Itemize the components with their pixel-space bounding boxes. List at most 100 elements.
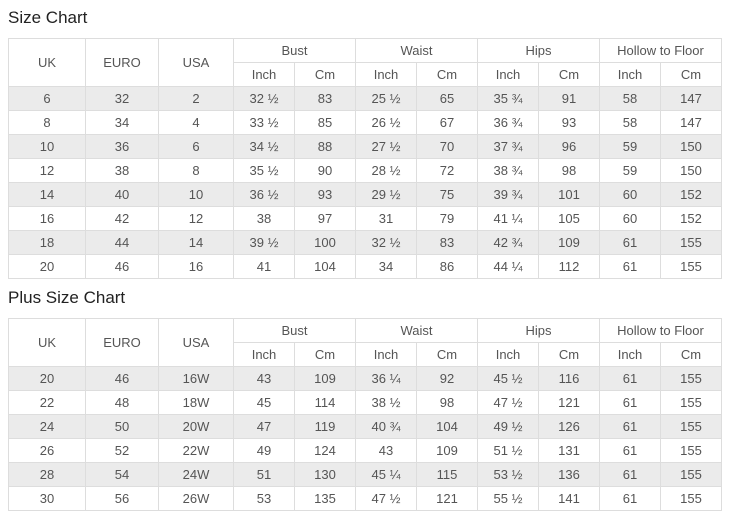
table-cell: 28 ½ [355, 158, 417, 183]
table-cell: 88 [294, 134, 356, 159]
table-row: 16 42 12 38 97 31 79 41 ¼ 105 60 152 [8, 206, 722, 231]
table-cell: 49 [233, 438, 295, 463]
table-cell: 36 [85, 134, 159, 159]
table-cell: 60 [599, 182, 661, 207]
table-cell: 72 [416, 158, 478, 183]
table-cell: 60 [599, 206, 661, 231]
table-cell: 43 [355, 438, 417, 463]
col-header-bust: Bust [233, 38, 356, 63]
col-header-hollow-inch: Inch [599, 342, 661, 367]
table-cell: 38 [233, 206, 295, 231]
col-header-bust: Bust [233, 318, 356, 343]
col-header-bust-cm: Cm [294, 342, 356, 367]
table-cell: 52 [85, 438, 159, 463]
col-header-waist-cm: Cm [416, 62, 478, 87]
table-cell: 98 [538, 158, 600, 183]
table-cell: 16W [158, 366, 234, 391]
table-cell: 46 [85, 366, 159, 391]
table-cell: 67 [416, 110, 478, 135]
table-cell: 135 [294, 486, 356, 511]
table-cell: 51 ½ [477, 438, 539, 463]
col-header-hips-inch: Inch [477, 62, 539, 87]
table-cell: 61 [599, 254, 661, 279]
table-cell: 53 [233, 486, 295, 511]
table-cell: 104 [294, 254, 356, 279]
table-cell: 93 [294, 182, 356, 207]
table-cell: 147 [660, 86, 722, 111]
table-cell: 37 ¾ [477, 134, 539, 159]
table-header-group-row: UK EURO USA Bust Waist Hips Hollow to Fl… [8, 38, 722, 87]
size-chart-body: 6 32 2 32 ½ 83 25 ½ 65 35 ¾ 91 58 147 8 34 4 33 ½ 85 26 … [8, 86, 722, 279]
col-header-waist: Waist [355, 318, 478, 343]
table-cell: 126 [538, 414, 600, 439]
table-cell: 155 [660, 462, 722, 487]
table-cell: 36 ¾ [477, 110, 539, 135]
table-cell: 100 [294, 230, 356, 255]
table-header-unit-row: Inch Cm Inch Cm Inch Cm Inch Cm [9, 342, 722, 367]
table-cell: 115 [416, 462, 478, 487]
table-cell: 58 [599, 110, 661, 135]
table-cell: 155 [660, 366, 722, 391]
table-cell: 24 [8, 414, 86, 439]
table-cell: 20 [8, 366, 86, 391]
table-cell: 36 ½ [233, 182, 295, 207]
col-header-hollow-to-floor: Hollow to Floor [599, 318, 722, 343]
table-cell: 121 [416, 486, 478, 511]
col-header-waist-inch: Inch [355, 62, 417, 87]
col-header-waist-cm: Cm [416, 342, 478, 367]
table-cell: 27 ½ [355, 134, 417, 159]
col-header-bust-cm: Cm [294, 62, 356, 87]
table-cell: 22 [8, 390, 86, 415]
col-header-usa: USA [158, 38, 234, 87]
table-cell: 86 [416, 254, 478, 279]
table-cell: 39 ½ [233, 230, 295, 255]
table-cell: 10 [8, 134, 86, 159]
table-row: 22 48 18W 45 114 38 ½ 98 47 ½ 121 61 155 [8, 390, 722, 415]
table-cell: 155 [660, 254, 722, 279]
table-cell: 20W [158, 414, 234, 439]
table-cell: 155 [660, 390, 722, 415]
table-cell: 112 [538, 254, 600, 279]
col-header-waist-inch: Inch [355, 342, 417, 367]
table-cell: 152 [660, 206, 722, 231]
table-cell: 152 [660, 182, 722, 207]
table-cell: 61 [599, 230, 661, 255]
table-cell: 98 [416, 390, 478, 415]
col-header-hollow-cm: Cm [660, 62, 722, 87]
table-cell: 121 [538, 390, 600, 415]
table-cell: 47 [233, 414, 295, 439]
col-header-hips: Hips [477, 318, 600, 343]
table-cell: 42 [85, 206, 159, 231]
table-cell: 34 [355, 254, 417, 279]
plus-size-chart-body: 20 46 16W 43 109 36 ¼ 92 45 ½ 116 61 155 22 48 18W 45 1… [8, 366, 722, 511]
table-cell: 38 [85, 158, 159, 183]
table-cell: 141 [538, 486, 600, 511]
table-cell: 43 [233, 366, 295, 391]
table-cell: 31 [355, 206, 417, 231]
table-row: 8 34 4 33 ½ 85 26 ½ 67 36 ¾ 93 58 147 [8, 110, 722, 135]
table-cell: 10 [158, 182, 234, 207]
table-cell: 130 [294, 462, 356, 487]
table-cell: 47 ½ [355, 486, 417, 511]
table-cell: 96 [538, 134, 600, 159]
table-cell: 12 [8, 158, 86, 183]
table-cell: 26W [158, 486, 234, 511]
table-cell: 155 [660, 230, 722, 255]
table-row: 24 50 20W 47 119 40 ¾ 104 49 ½ 126 61 155 [8, 414, 722, 439]
table-cell: 114 [294, 390, 356, 415]
table-cell: 97 [294, 206, 356, 231]
table-cell: 41 ¼ [477, 206, 539, 231]
table-cell: 2 [158, 86, 234, 111]
col-header-hollow-cm: Cm [660, 342, 722, 367]
col-header-bust-inch: Inch [233, 342, 295, 367]
table-cell: 30 [8, 486, 86, 511]
table-cell: 85 [294, 110, 356, 135]
size-chart-title: Size Chart [8, 8, 88, 27]
table-cell: 45 ¼ [355, 462, 417, 487]
table-cell: 36 ¼ [355, 366, 417, 391]
table-cell: 104 [416, 414, 478, 439]
table-cell: 147 [660, 110, 722, 135]
table-cell: 109 [538, 230, 600, 255]
table-cell: 155 [660, 438, 722, 463]
table-cell: 53 ½ [477, 462, 539, 487]
